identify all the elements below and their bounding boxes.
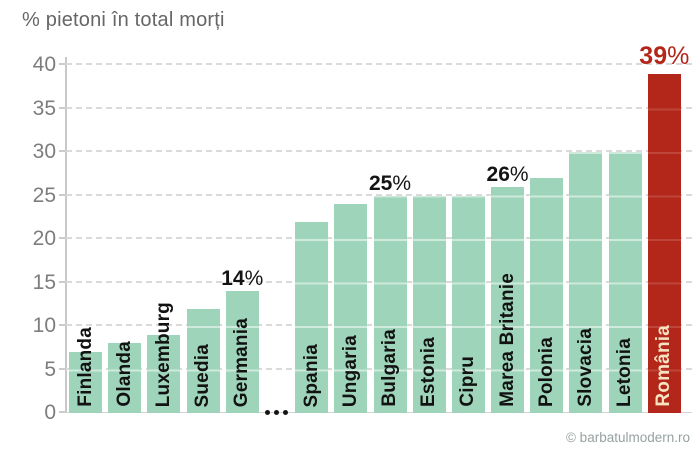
y-tick-label-40: 40 <box>32 53 56 76</box>
bar-luxemburg: Luxemburg <box>147 302 181 413</box>
y-tick-0 <box>59 411 66 413</box>
bars-row: Finlanda Olanda Luxemburg Suedia Germania 14%… <box>69 43 689 415</box>
bar-label-polonia: Polonia <box>535 336 557 407</box>
y-tick-10 <box>59 324 66 326</box>
gridline-40 <box>66 63 692 65</box>
y-tick-label-10: 10 <box>32 314 56 337</box>
bar-slovacia: Slovacia <box>569 152 603 413</box>
dot-icon <box>265 410 271 415</box>
bar-cipru: Cipru <box>451 195 485 413</box>
y-tick-label-35: 35 <box>32 96 56 120</box>
bar-label-germania: Germania <box>231 317 253 407</box>
y-tick-label-15: 15 <box>32 270 56 294</box>
bar-label-letonia: Letonia <box>614 338 636 407</box>
y-tick-label-25: 25 <box>32 183 56 207</box>
bar-bulgaria: Bulgaria 25% <box>369 173 411 413</box>
bar-label-luxemburg: Luxemburg <box>152 301 174 407</box>
bar-polonia: Polonia <box>530 178 564 413</box>
bar-rom-nia: România 39% <box>639 43 689 413</box>
axis-break-dots <box>265 410 289 415</box>
value-label-germania: 14% <box>221 267 264 291</box>
bar-ungaria: Ungaria <box>334 204 368 413</box>
value-label-marea-britanie: 26% <box>486 162 529 186</box>
bar-finlanda: Finlanda <box>69 327 102 413</box>
bar-spania: Spania <box>295 221 329 413</box>
bar-label-ungaria: Ungaria <box>339 334 361 407</box>
dot-icon <box>283 410 289 415</box>
y-axis-line <box>65 57 67 413</box>
bar-label-spania: Spania <box>300 343 322 408</box>
bar-label-slovacia: Slovacia <box>574 328 596 407</box>
y-tick-40 <box>59 63 66 65</box>
gridline-35 <box>66 106 692 109</box>
credit-text: © barbatulmodern.ro <box>565 430 690 445</box>
y-tick-5 <box>59 367 66 370</box>
bar-label-suedia: Suedia <box>192 343 214 408</box>
bar-germania: Germania 14% <box>221 268 263 413</box>
y-tick-25 <box>59 193 66 196</box>
chart-title: % pietoni în total morți <box>22 9 225 31</box>
value-label-rom-nia: 39% <box>639 41 690 70</box>
bar-label-cipru: Cipru <box>457 356 479 407</box>
y-tick-label-5: 5 <box>44 357 56 381</box>
y-tick-35 <box>59 106 66 109</box>
y-tick-30 <box>59 150 66 152</box>
bar-label-olanda: Olanda <box>113 341 135 407</box>
y-tick-20 <box>59 237 66 239</box>
bar-label-marea-britanie: Marea Britanie <box>496 273 518 407</box>
bar-label-bulgaria: Bulgaria <box>379 329 400 407</box>
value-label-bulgaria: 25% <box>368 171 412 195</box>
bar-suedia: Suedia <box>186 308 220 413</box>
y-tick-15 <box>59 280 66 283</box>
plot-area: 0 5 10 15 20 25 30 35 40 Finlanda Olanda Luxemburg… <box>33 43 692 424</box>
y-tick-label-20: 20 <box>32 227 56 250</box>
bar-label-rom-nia: România <box>653 325 675 407</box>
bar-olanda: Olanda <box>108 341 142 413</box>
y-tick-label-30: 30 <box>32 140 56 163</box>
bar-label-finlanda: Finlanda <box>74 327 96 407</box>
gridline-30 <box>66 150 692 152</box>
bar-estonia: Estonia <box>412 195 446 413</box>
bar-label-estonia: Estonia <box>418 336 440 407</box>
bar-marea-britanie: Marea Britanie 26% <box>487 164 529 413</box>
dot-icon <box>274 410 280 415</box>
bar-letonia: Letonia <box>608 152 642 413</box>
gridline-25 <box>66 193 692 196</box>
y-tick-label-0: 0 <box>44 401 56 424</box>
